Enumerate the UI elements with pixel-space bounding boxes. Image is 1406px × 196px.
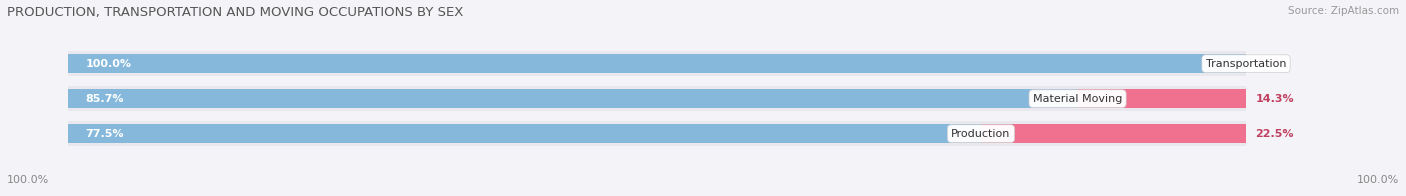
Text: 100.0%: 100.0% <box>86 59 132 69</box>
Bar <box>67 51 1246 76</box>
Bar <box>67 54 1246 73</box>
Bar <box>67 86 1246 111</box>
Text: Material Moving: Material Moving <box>1033 94 1122 104</box>
Bar <box>981 124 1246 143</box>
Bar <box>1077 89 1246 108</box>
Text: 100.0%: 100.0% <box>7 175 49 185</box>
Text: 0.0%: 0.0% <box>1256 59 1286 69</box>
Text: Production: Production <box>952 129 1011 139</box>
Text: 100.0%: 100.0% <box>1357 175 1399 185</box>
Bar <box>67 89 1077 108</box>
Text: 22.5%: 22.5% <box>1256 129 1294 139</box>
Text: Transportation: Transportation <box>1206 59 1286 69</box>
Text: 14.3%: 14.3% <box>1256 94 1294 104</box>
Text: 85.7%: 85.7% <box>86 94 124 104</box>
Text: Source: ZipAtlas.com: Source: ZipAtlas.com <box>1288 6 1399 16</box>
Bar <box>67 121 1246 146</box>
Bar <box>67 124 981 143</box>
Text: 77.5%: 77.5% <box>86 129 124 139</box>
Text: PRODUCTION, TRANSPORTATION AND MOVING OCCUPATIONS BY SEX: PRODUCTION, TRANSPORTATION AND MOVING OC… <box>7 6 464 19</box>
